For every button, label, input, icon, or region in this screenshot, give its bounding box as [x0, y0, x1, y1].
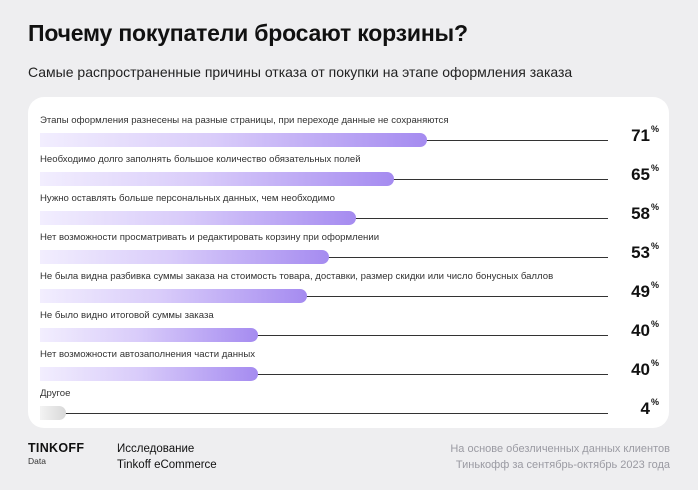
bar-value-unit: %: [650, 358, 659, 368]
bar-value-label: 71%: [631, 124, 659, 146]
bar-axis-line: [40, 296, 608, 297]
bar-value-label: 49%: [631, 280, 659, 302]
bar-track: [40, 328, 608, 342]
bar-track: [40, 172, 608, 186]
bar-value-unit: %: [650, 202, 659, 212]
bar-label: Другое: [40, 388, 71, 399]
chart-card: Этапы оформления разнесены на разные стр…: [28, 97, 669, 428]
bar: [40, 406, 66, 420]
bar-row: Необходимо долго заполнять большое колич…: [28, 154, 669, 193]
bar-track: [40, 406, 608, 420]
bar-value-label: 65%: [631, 163, 659, 185]
bar-label: Не была видна разбивка суммы заказа на с…: [40, 271, 554, 282]
bar-value-unit: %: [650, 163, 659, 173]
bar-value-unit: %: [650, 319, 659, 329]
bar-row: Нужно оставлять больше персональных данн…: [28, 193, 669, 232]
source-line-2: Тинькофф за сентябрь-октябрь 2023 года: [455, 459, 670, 471]
bar-track: [40, 211, 608, 225]
bar: [40, 289, 307, 303]
bar: [40, 367, 258, 381]
bar-value-label: 40%: [631, 358, 659, 380]
bar-label: Нет возможности автозаполнения части дан…: [40, 349, 256, 360]
bar-value-number: 40: [631, 321, 650, 340]
source-line-1: На основе обезличенных данных клиентов: [450, 443, 670, 455]
bar: [40, 172, 394, 186]
bar-track: [40, 133, 608, 147]
tinkoff-logo-sub: Data: [28, 456, 46, 466]
study-credit: Исследование Tinkoff eCommerce: [117, 441, 217, 473]
bar-track: [40, 250, 608, 264]
bar-value-number: 40: [631, 360, 650, 379]
bar-value-label: 58%: [631, 202, 659, 224]
bar-value-unit: %: [650, 241, 659, 251]
bar-row: Другое 4%: [28, 388, 669, 427]
bar-row: Этапы оформления разнесены на разные стр…: [28, 115, 669, 154]
bar-axis-line: [40, 335, 608, 336]
study-line-2: Tinkoff eCommerce: [117, 459, 217, 471]
bar-value-unit: %: [650, 397, 659, 407]
bar-label: Необходимо долго заполнять большое колич…: [40, 154, 361, 165]
bar: [40, 133, 427, 147]
bar-row: Не была видна разбивка суммы заказа на с…: [28, 271, 669, 310]
bar-row: Нет возможности автозаполнения части дан…: [28, 349, 669, 388]
bar-value-label: 40%: [631, 319, 659, 341]
bar-track: [40, 289, 608, 303]
bar-value-unit: %: [650, 280, 659, 290]
bar-value-label: 53%: [631, 241, 659, 263]
tinkoff-logo: TINKOFF: [28, 441, 85, 455]
study-line-1: Исследование: [117, 443, 195, 455]
bar-track: [40, 367, 608, 381]
bar-value-unit: %: [650, 124, 659, 134]
bar-value-number: 65: [631, 165, 650, 184]
bar-label: Нет возможности просматривать и редактир…: [40, 232, 380, 243]
bar-axis-line: [40, 413, 608, 414]
bar-value-number: 49: [631, 282, 650, 301]
bar-label: Этапы оформления разнесены на разные стр…: [40, 115, 449, 126]
bar-label: Не было видно итоговой суммы заказа: [40, 310, 214, 321]
page-title: Почему покупатели бросают корзины?: [28, 20, 468, 46]
bar: [40, 211, 356, 225]
bar-value-label: 4%: [640, 397, 659, 419]
bar-value-number: 58: [631, 204, 650, 223]
bar-label: Нужно оставлять больше персональных данн…: [40, 193, 335, 204]
source-note: На основе обезличенных данных клиентов Т…: [450, 441, 670, 473]
bar: [40, 328, 258, 342]
bar-row: Нет возможности просматривать и редактир…: [28, 232, 669, 271]
bar-value-number: 53: [631, 243, 650, 262]
bar-axis-line: [40, 374, 608, 375]
bar-row: Не было видно итоговой суммы заказа 40%: [28, 310, 669, 349]
bar: [40, 250, 329, 264]
page-subtitle: Самые распространенные причины отказа от…: [28, 64, 573, 80]
bar-value-number: 4: [640, 399, 650, 418]
bar-value-number: 71: [631, 126, 650, 145]
